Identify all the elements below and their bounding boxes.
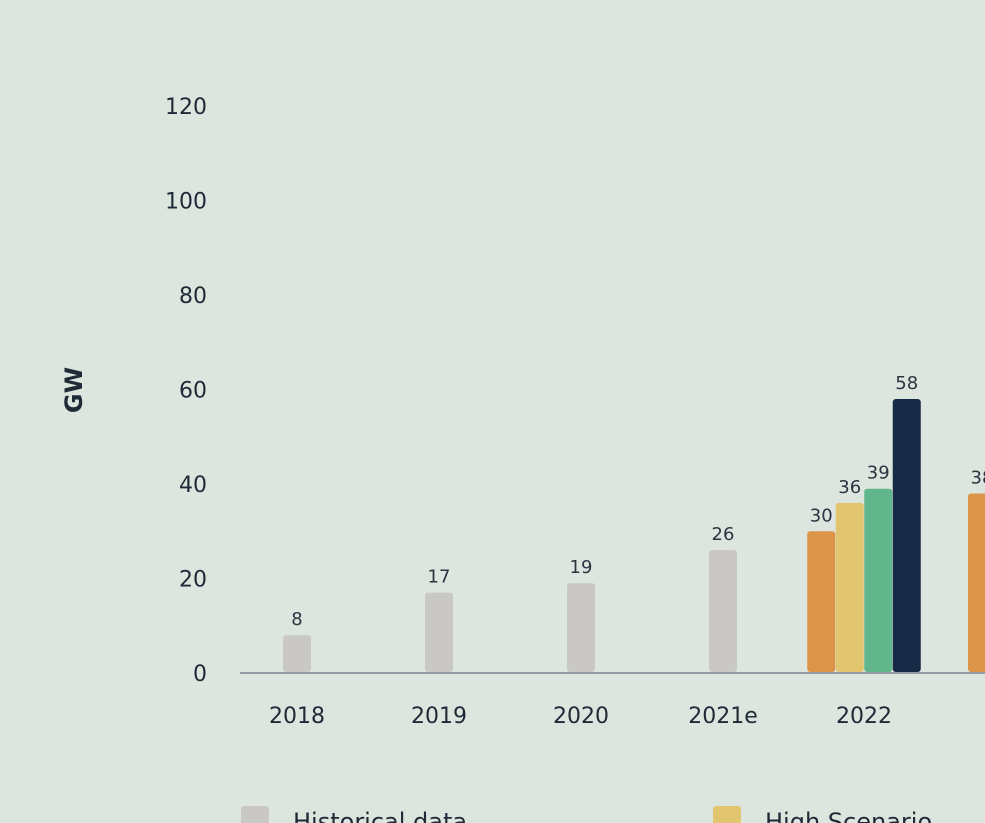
data-label: 30 bbox=[810, 505, 833, 526]
bar-group: 17 bbox=[425, 567, 453, 672]
y-tick-label: 120 bbox=[165, 95, 207, 120]
bar bbox=[283, 635, 311, 672]
data-label: 36 bbox=[838, 477, 861, 498]
x-tick-label: 2021e bbox=[688, 704, 758, 729]
y-tick-label: 0 bbox=[193, 662, 207, 687]
legend-label: Historical data bbox=[293, 808, 467, 823]
bar bbox=[709, 550, 737, 672]
x-axis-ticks: 2018 2019 2020 2021e 2022 bbox=[269, 704, 892, 729]
legend-item: Historical data bbox=[241, 806, 467, 823]
bar-group: 38 bbox=[968, 467, 985, 672]
legend-swatch bbox=[713, 806, 741, 823]
y-tick-label: 80 bbox=[179, 284, 207, 309]
bar-group: 58 bbox=[892, 373, 921, 672]
bar-group: 8 bbox=[283, 609, 311, 672]
y-tick-label: 40 bbox=[179, 473, 207, 498]
data-label: 8 bbox=[291, 609, 302, 630]
bar bbox=[835, 502, 864, 672]
y-tick-label: 20 bbox=[179, 568, 207, 593]
legend-item: High Scenario bbox=[713, 806, 932, 823]
x-tick-label: 2018 bbox=[269, 704, 325, 729]
bar bbox=[892, 398, 921, 672]
bar-group: 30 bbox=[807, 505, 836, 672]
data-label: 19 bbox=[570, 557, 593, 578]
data-label: 38 bbox=[971, 467, 985, 488]
data-label: 39 bbox=[867, 463, 890, 484]
bar bbox=[864, 488, 893, 672]
x-tick-label: 2019 bbox=[411, 704, 467, 729]
y-axis-ticks: 0 20 40 60 80 100 120 bbox=[165, 95, 207, 687]
y-tick-label: 100 bbox=[165, 190, 207, 215]
bar-group: 19 bbox=[567, 557, 595, 672]
legend-label: High Scenario bbox=[765, 808, 932, 823]
y-tick-label: 60 bbox=[179, 379, 207, 404]
x-tick-label: 2020 bbox=[553, 704, 609, 729]
y-axis-label: GW bbox=[60, 367, 88, 413]
data-label: 17 bbox=[428, 567, 451, 588]
bar-group: 26 bbox=[709, 524, 737, 672]
legend-swatch bbox=[241, 806, 269, 823]
data-label: 58 bbox=[895, 373, 918, 394]
bar bbox=[807, 531, 836, 672]
x-tick-label: 2022 bbox=[836, 704, 892, 729]
bar-group: 39 bbox=[864, 463, 893, 672]
bar bbox=[968, 493, 985, 672]
bar bbox=[567, 583, 595, 672]
legend: Historical data High Scenario bbox=[241, 806, 932, 823]
bar-group: 36 bbox=[835, 477, 864, 672]
data-label: 26 bbox=[712, 524, 735, 545]
bar bbox=[425, 592, 453, 672]
